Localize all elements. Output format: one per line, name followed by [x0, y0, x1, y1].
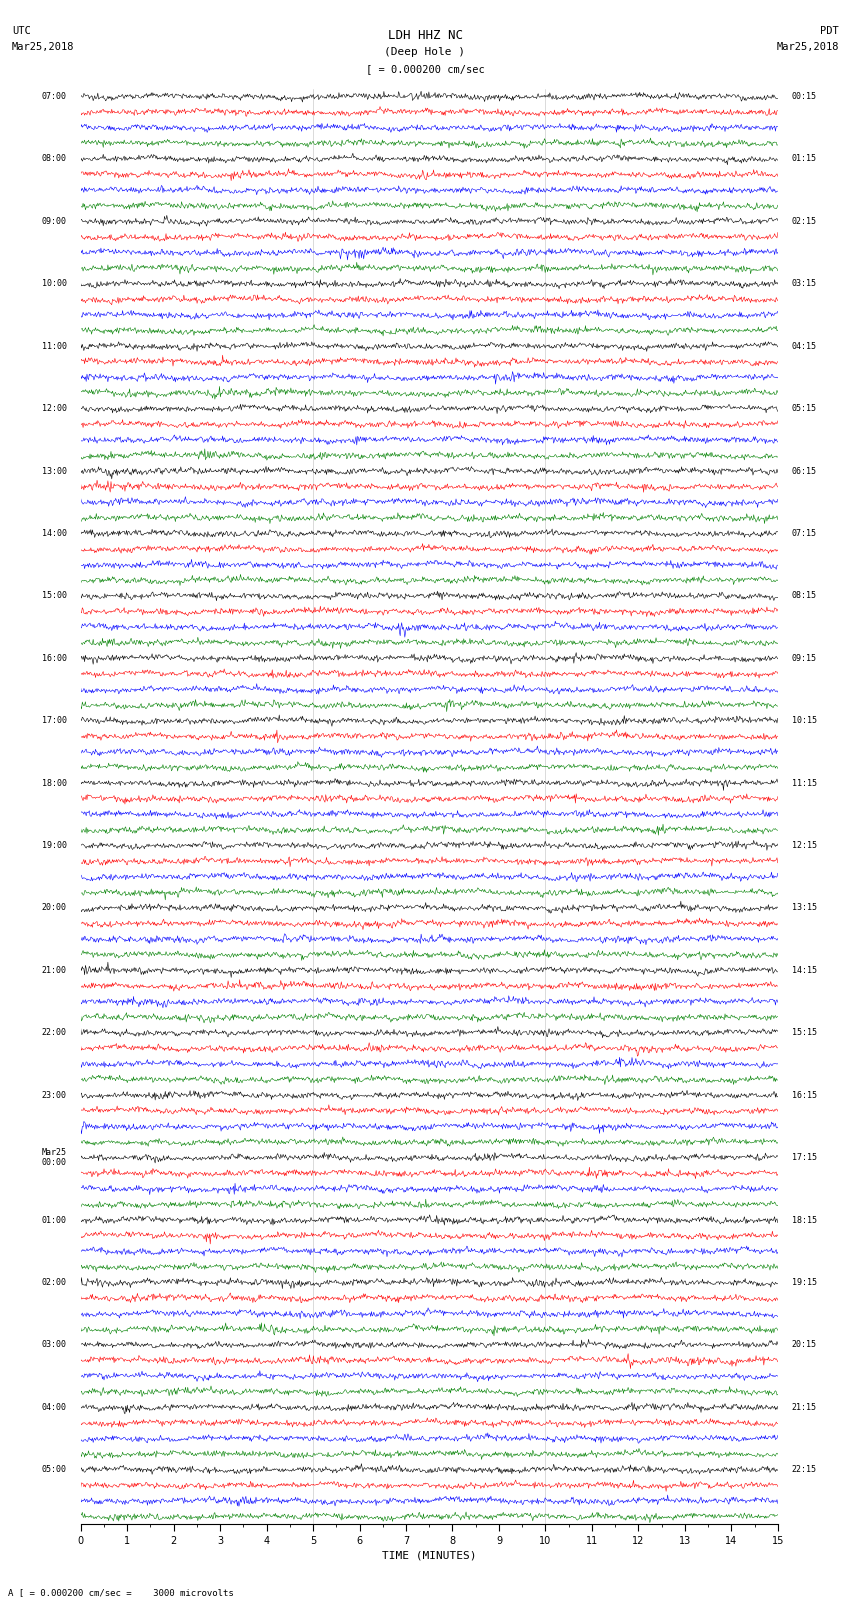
Text: 10:00: 10:00	[42, 279, 67, 289]
Text: 14:15: 14:15	[791, 966, 817, 974]
Text: 21:00: 21:00	[42, 966, 67, 974]
Text: Mar25,2018: Mar25,2018	[12, 42, 75, 52]
Text: 22:00: 22:00	[42, 1027, 67, 1037]
Text: 21:15: 21:15	[791, 1403, 817, 1411]
Text: 09:15: 09:15	[791, 653, 817, 663]
Text: 00:15: 00:15	[791, 92, 817, 102]
Text: Mar25,2018: Mar25,2018	[777, 42, 839, 52]
Text: Mar25
00:00: Mar25 00:00	[42, 1148, 67, 1168]
Text: 08:00: 08:00	[42, 155, 67, 163]
Text: 12:15: 12:15	[791, 840, 817, 850]
Text: 08:15: 08:15	[791, 592, 817, 600]
Text: 17:00: 17:00	[42, 716, 67, 726]
Text: 23:00: 23:00	[42, 1090, 67, 1100]
Text: 09:00: 09:00	[42, 216, 67, 226]
Text: 02:00: 02:00	[42, 1277, 67, 1287]
Text: 15:15: 15:15	[791, 1027, 817, 1037]
X-axis label: TIME (MINUTES): TIME (MINUTES)	[382, 1550, 477, 1560]
Text: 11:15: 11:15	[791, 779, 817, 787]
Text: 03:00: 03:00	[42, 1340, 67, 1350]
Text: 13:00: 13:00	[42, 466, 67, 476]
Text: 18:15: 18:15	[791, 1216, 817, 1224]
Text: 04:15: 04:15	[791, 342, 817, 350]
Text: 22:15: 22:15	[791, 1465, 817, 1474]
Text: 02:15: 02:15	[791, 216, 817, 226]
Text: 01:15: 01:15	[791, 155, 817, 163]
Text: 07:15: 07:15	[791, 529, 817, 537]
Text: [ = 0.000200 cm/sec: [ = 0.000200 cm/sec	[366, 65, 484, 74]
Text: PDT: PDT	[820, 26, 839, 35]
Text: 20:15: 20:15	[791, 1340, 817, 1350]
Text: 15:00: 15:00	[42, 592, 67, 600]
Text: 13:15: 13:15	[791, 903, 817, 913]
Text: 12:00: 12:00	[42, 405, 67, 413]
Text: 05:15: 05:15	[791, 405, 817, 413]
Text: UTC: UTC	[12, 26, 31, 35]
Text: 17:15: 17:15	[791, 1153, 817, 1161]
Text: 10:15: 10:15	[791, 716, 817, 726]
Text: 07:00: 07:00	[42, 92, 67, 102]
Text: A [ = 0.000200 cm/sec =    3000 microvolts: A [ = 0.000200 cm/sec = 3000 microvolts	[8, 1587, 235, 1597]
Text: (Deep Hole ): (Deep Hole )	[384, 47, 466, 56]
Text: 19:00: 19:00	[42, 840, 67, 850]
Text: 14:00: 14:00	[42, 529, 67, 537]
Text: 04:00: 04:00	[42, 1403, 67, 1411]
Text: 06:15: 06:15	[791, 466, 817, 476]
Text: 05:00: 05:00	[42, 1465, 67, 1474]
Text: 18:00: 18:00	[42, 779, 67, 787]
Text: 01:00: 01:00	[42, 1216, 67, 1224]
Text: 03:15: 03:15	[791, 279, 817, 289]
Text: 20:00: 20:00	[42, 903, 67, 913]
Text: 16:15: 16:15	[791, 1090, 817, 1100]
Text: LDH HHZ NC: LDH HHZ NC	[388, 29, 462, 42]
Text: 11:00: 11:00	[42, 342, 67, 350]
Text: 16:00: 16:00	[42, 653, 67, 663]
Text: 19:15: 19:15	[791, 1277, 817, 1287]
